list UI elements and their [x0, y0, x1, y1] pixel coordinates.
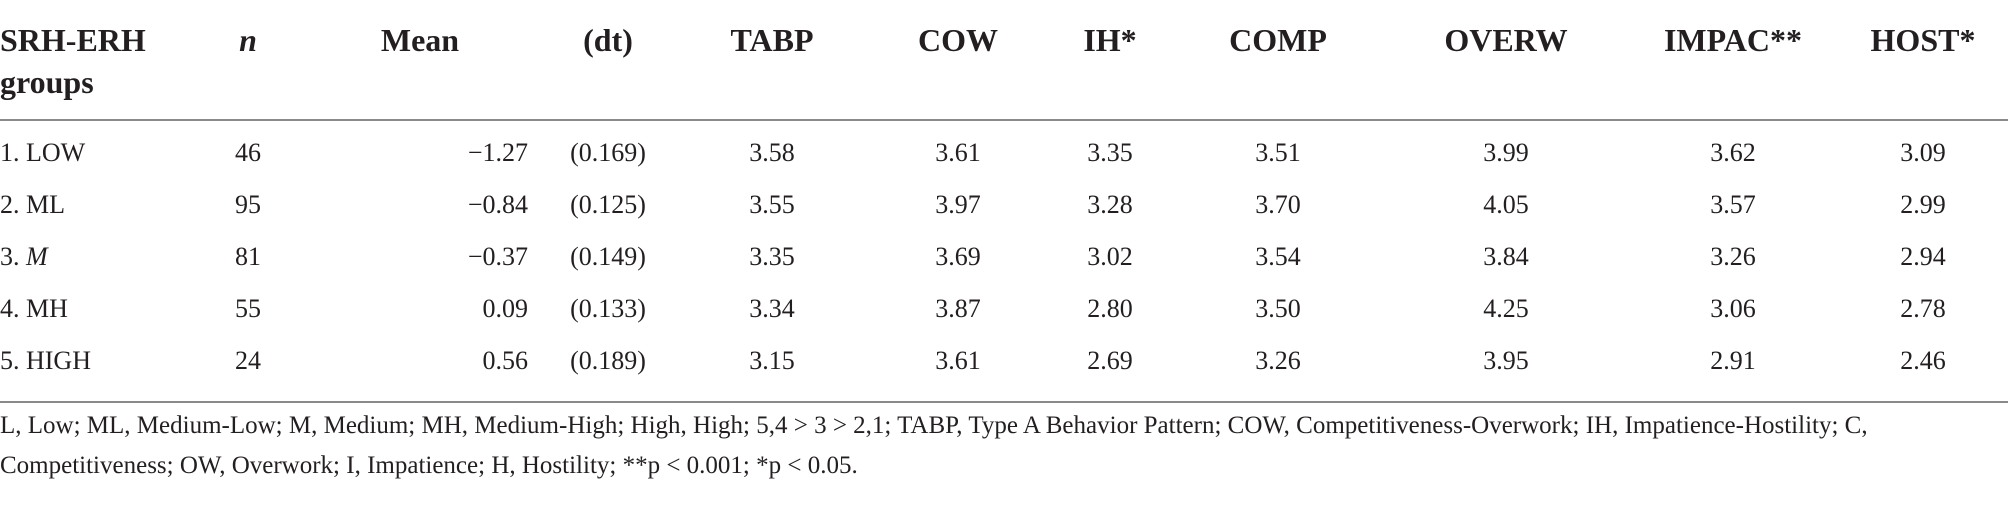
header-overw: OVERW	[1384, 0, 1628, 121]
header-host: HOST*	[1838, 0, 2008, 121]
cell-mean: −0.37	[467, 242, 528, 271]
cell-mean: 0.56	[300, 335, 540, 403]
table-row: 5. HIGH 24 0.56 (0.189) 3.15 3.61 2.69 3.26 3.95…	[0, 335, 2008, 403]
cell-n: 81	[235, 242, 261, 271]
cell-tabp: 3.15	[676, 335, 868, 403]
header-group: SRH-ERH groups	[0, 0, 196, 121]
header-n: n	[196, 0, 300, 121]
cell-group: 3. M	[0, 231, 196, 283]
header-ih: IH*	[1048, 0, 1172, 121]
row-number: 4.	[0, 294, 20, 323]
row-number: 2.	[0, 190, 20, 219]
row-number: 5.	[0, 346, 20, 375]
header-impac: IMPAC**	[1628, 0, 1838, 121]
group-label: LOW	[26, 138, 86, 167]
cell-tabp: 3.34	[749, 294, 795, 323]
header-cow: COW	[868, 0, 1048, 121]
cell-host: 2.46	[1838, 335, 2008, 403]
cell-overw: 3.95	[1384, 335, 1628, 403]
cell-tabp: 3.35	[749, 242, 795, 271]
cell-host: 2.99	[1900, 190, 1946, 219]
cell-dt: (0.189)	[540, 335, 676, 403]
cell-group: 4. MH	[0, 283, 196, 335]
cell-comp: 3.50	[1255, 294, 1301, 323]
cell-dt: (0.169)	[570, 138, 646, 167]
cell-impac: 3.06	[1710, 294, 1756, 323]
cell-comp: 3.26	[1172, 335, 1384, 403]
table-row: 1. LOW 46 −1.27 (0.169) 3.58 3.61 3.35 3.51 3.99…	[0, 120, 2008, 179]
row-number: 1.	[0, 138, 20, 167]
cell-impac: 2.91	[1628, 335, 1838, 403]
cell-cow: 3.61	[868, 335, 1048, 403]
cell-n: 46	[235, 138, 261, 167]
srh-erh-results-table: SRH-ERH groups n Mean (dt) TABP COW IH* …	[0, 0, 2008, 403]
cell-overw: 3.84	[1483, 242, 1529, 271]
cell-cow: 3.69	[935, 242, 981, 271]
cell-tabp: 3.58	[749, 138, 795, 167]
group-label: ML	[26, 190, 65, 219]
table-row: 3. M 81 −0.37 (0.149) 3.35 3.69 3.02 3.54 3.84 3.…	[0, 231, 2008, 283]
cell-n: 95	[235, 190, 261, 219]
cell-mean: 0.09	[482, 294, 529, 323]
cell-comp: 3.70	[1255, 190, 1301, 219]
cell-cow: 3.97	[935, 190, 981, 219]
cell-ih: 3.02	[1087, 242, 1133, 271]
group-label: M	[26, 242, 48, 271]
cell-ih: 3.28	[1087, 190, 1133, 219]
cell-tabp: 3.55	[749, 190, 795, 219]
cell-dt: (0.133)	[570, 294, 646, 323]
row-number: 3.	[0, 242, 20, 271]
cell-group: 2. ML	[0, 179, 196, 231]
header-dt: (dt)	[540, 0, 676, 121]
cell-n: 24	[196, 335, 300, 403]
table-row: 2. ML 95 −0.84 (0.125) 3.55 3.97 3.28 3.70 4.05 3…	[0, 179, 2008, 231]
header-mean: Mean	[300, 0, 540, 121]
cell-ih: 2.69	[1048, 335, 1172, 403]
table-body: 1. LOW 46 −1.27 (0.169) 3.58 3.61 3.35 3.51 3.99…	[0, 120, 2008, 403]
cell-group: 5. HIGH	[0, 335, 196, 403]
results-table-container: SRH-ERH groups n Mean (dt) TABP COW IH* …	[0, 0, 2008, 403]
cell-mean: −0.84	[467, 190, 528, 219]
cell-ih: 3.35	[1087, 138, 1133, 167]
table-footnote: L, Low; ML, Medium-Low; M, Medium; MH, M…	[0, 412, 1868, 479]
cell-host: 3.09	[1900, 138, 1946, 167]
cell-host: 2.78	[1900, 294, 1946, 323]
header-tabp: TABP	[676, 0, 868, 121]
header-row: SRH-ERH groups n Mean (dt) TABP COW IH* …	[0, 0, 2008, 121]
cell-host: 2.94	[1900, 242, 1946, 271]
group-label: HIGH	[26, 346, 91, 375]
cell-cow: 3.87	[935, 294, 981, 323]
group-label: MH	[26, 294, 68, 323]
cell-comp: 3.54	[1255, 242, 1301, 271]
cell-impac: 3.26	[1710, 242, 1756, 271]
cell-impac: 3.62	[1710, 138, 1756, 167]
cell-overw: 4.05	[1483, 190, 1529, 219]
header-comp: COMP	[1172, 0, 1384, 121]
cell-dt: (0.125)	[570, 190, 646, 219]
cell-cow: 3.61	[935, 138, 981, 167]
cell-impac: 3.57	[1710, 190, 1756, 219]
cell-ih: 2.80	[1087, 294, 1133, 323]
table-row: 4. MH 55 0.09 (0.133) 3.34 3.87 2.80 3.50 4.25 3.…	[0, 283, 2008, 335]
cell-mean: −1.27	[467, 138, 528, 167]
cell-dt: (0.149)	[570, 242, 646, 271]
cell-overw: 3.99	[1483, 138, 1529, 167]
cell-comp: 3.51	[1255, 138, 1301, 167]
cell-overw: 4.25	[1483, 294, 1529, 323]
cell-group: 1. LOW	[0, 120, 196, 179]
cell-n: 55	[235, 294, 261, 323]
